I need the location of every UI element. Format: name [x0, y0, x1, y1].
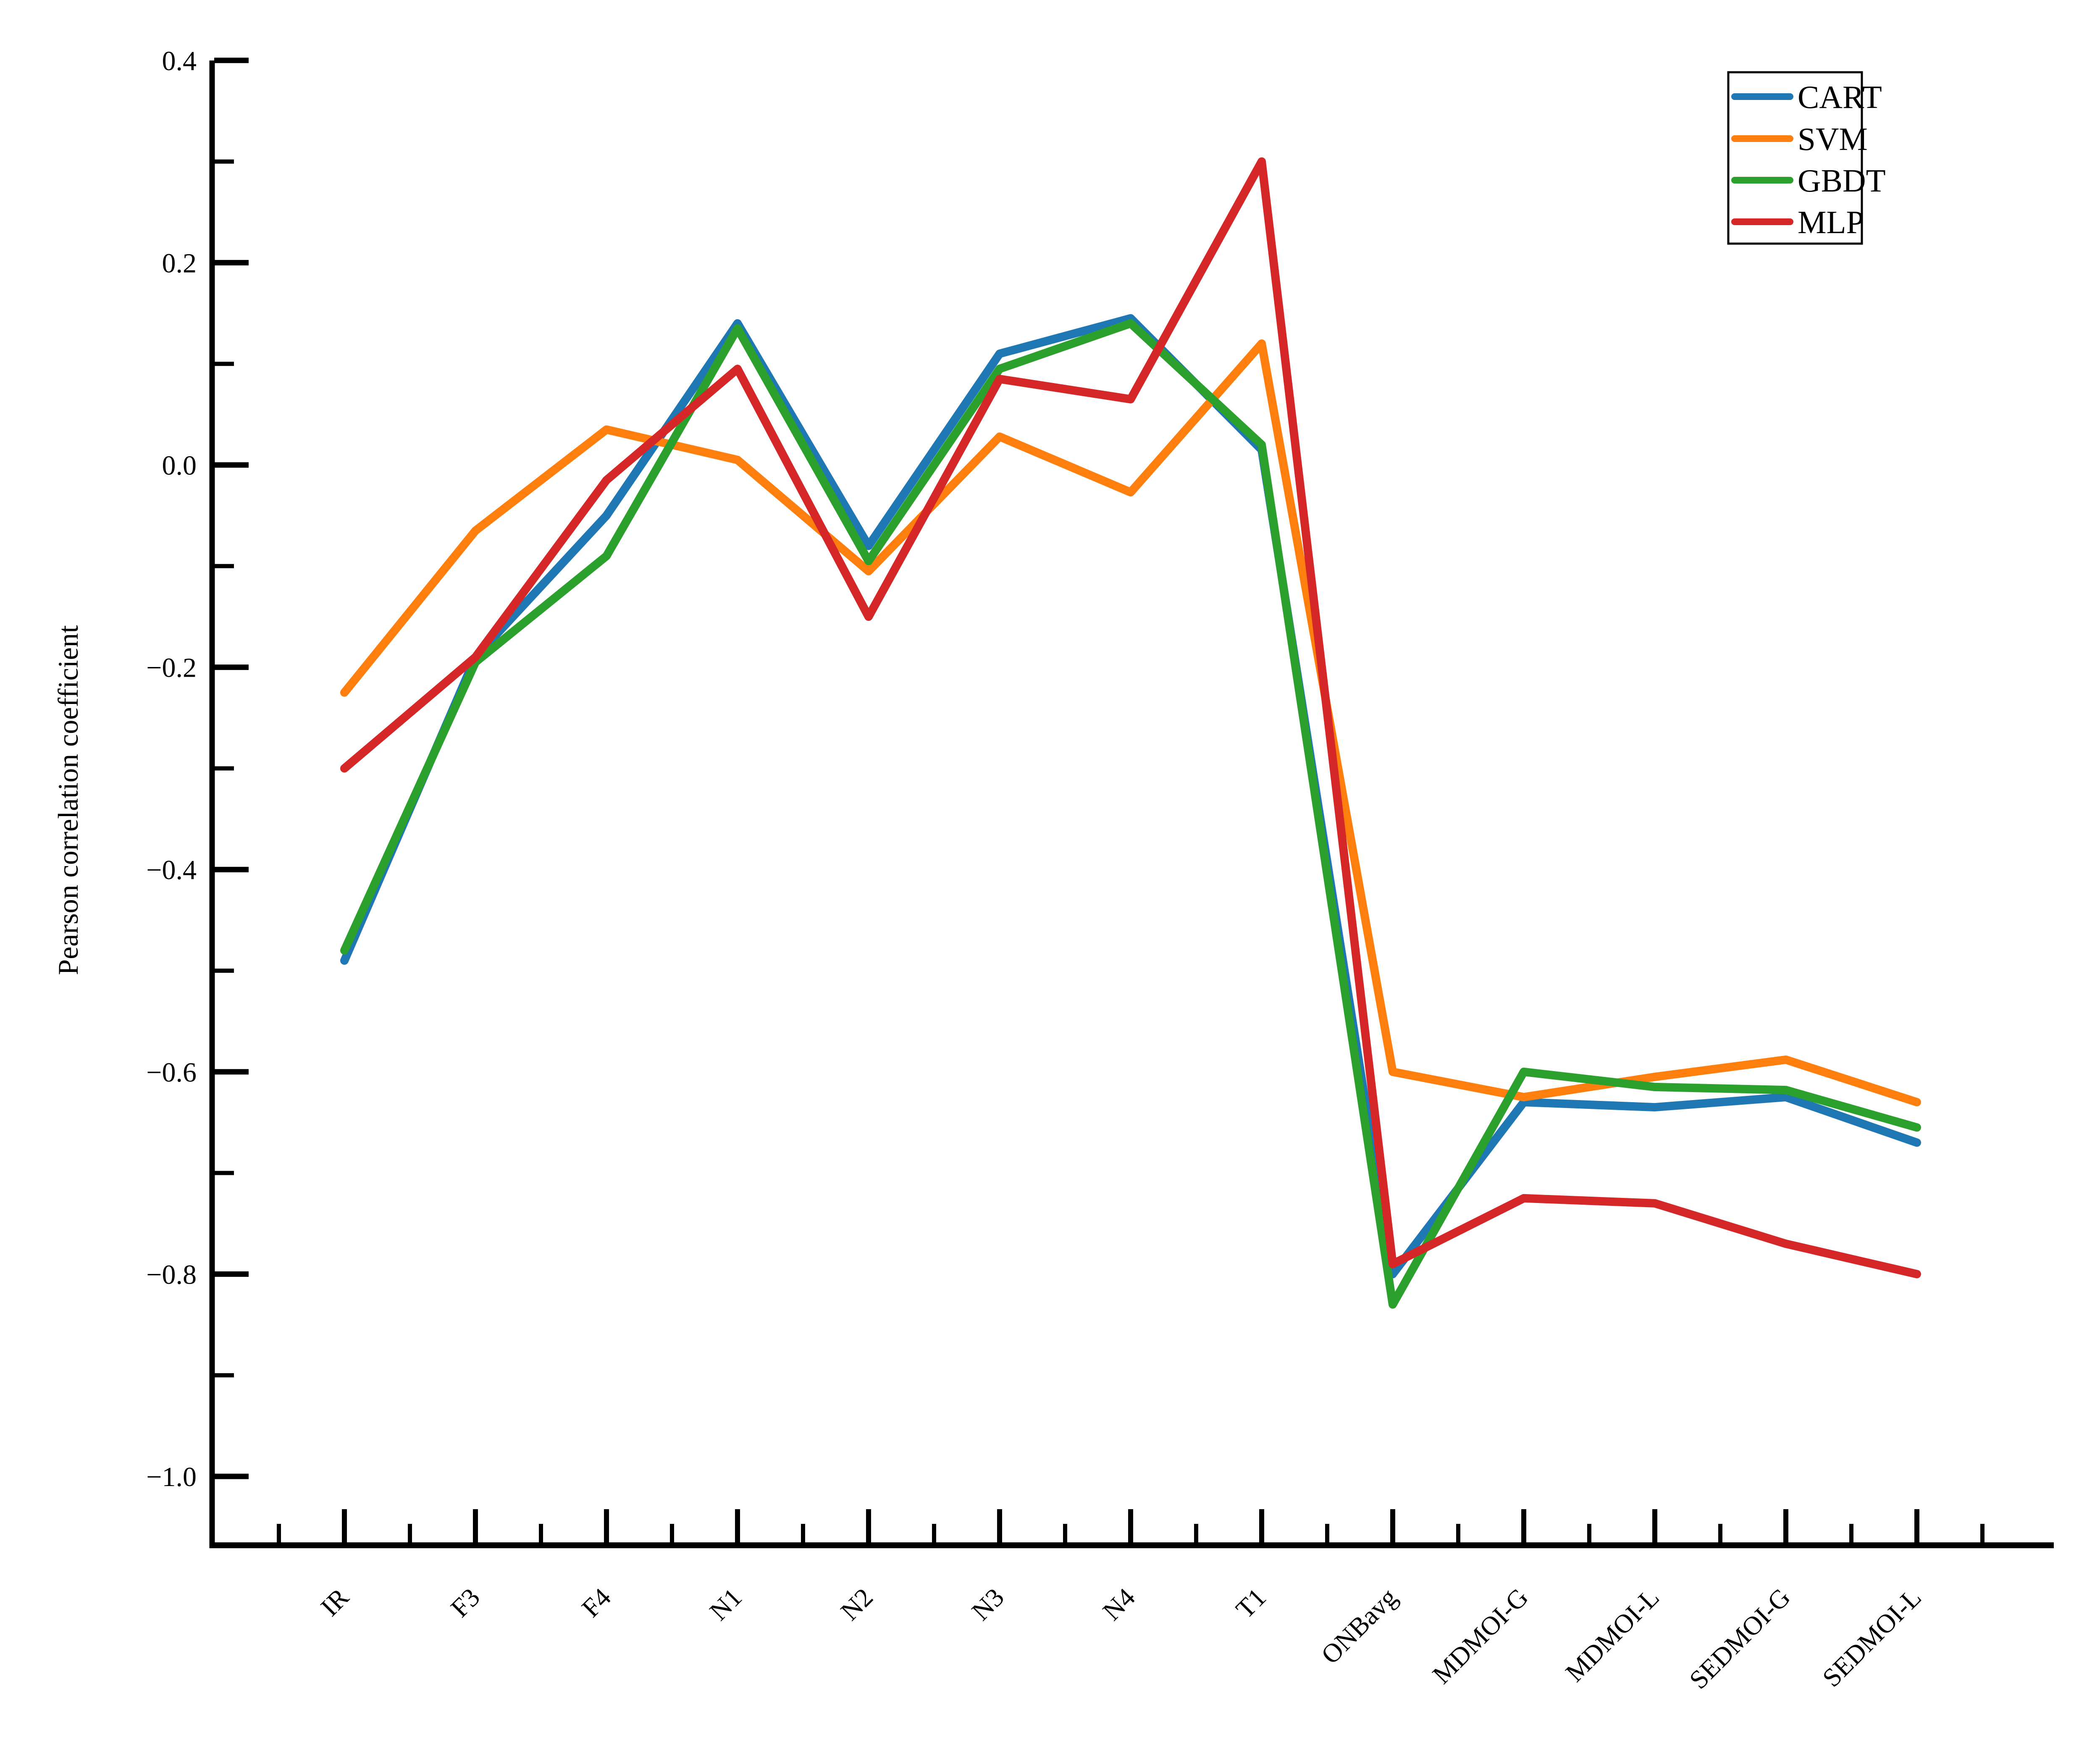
y-tick-labels: 0.4 0.2 0.0 −0.2 −0.4 −0.6 −0.8 −1.0 — [146, 46, 197, 1492]
legend-label-svm: SVM — [1798, 121, 1868, 157]
y-tick-label: 0.2 — [162, 248, 197, 278]
y-tick-label: 0.4 — [162, 46, 197, 76]
y-axis-title: Pearson correlation coefficient — [52, 625, 84, 975]
y-tick-label: −0.6 — [146, 1057, 197, 1088]
x-tick-label: ONBavg — [1315, 1582, 1403, 1670]
x-tick-label: N3 — [966, 1582, 1010, 1626]
x-tick-label: N1 — [704, 1582, 748, 1626]
legend-label-gbdt: GBDT — [1798, 163, 1886, 199]
x-tick-label: N2 — [835, 1582, 879, 1626]
x-tick-label: N4 — [1097, 1582, 1141, 1626]
x-tick-label: F3 — [445, 1582, 486, 1623]
x-tick-label: T1 — [1230, 1582, 1272, 1624]
x-tick-label: SEDMOI-G — [1684, 1582, 1796, 1694]
x-tick-label: F4 — [576, 1582, 617, 1623]
x-tick-label: IR — [315, 1582, 354, 1622]
y-tick-label: −0.2 — [146, 653, 197, 683]
y-tick-label: −0.8 — [146, 1259, 197, 1290]
legend-label-cart: CART — [1798, 79, 1882, 115]
y-tick-label: −1.0 — [146, 1462, 197, 1492]
series-line-mlp — [340, 157, 1921, 1279]
data-series — [340, 157, 1921, 1309]
series-line-gbdt — [340, 319, 1921, 1309]
x-tick-label: MDMOI-G — [1427, 1582, 1534, 1689]
series-line-svm — [340, 339, 1921, 1107]
legend-label-mlp: MLP — [1798, 204, 1864, 240]
legend: CART SVM GBDT MLP — [1727, 71, 1886, 245]
x-tick-labels: IR F3 F4 N1 N2 N3 N4 T1 ONBavg MDMOI-G MDMOI-L SEDM… — [315, 1582, 1927, 1694]
y-tick-label: 0.0 — [162, 450, 197, 481]
y-tick-label: −0.4 — [146, 855, 197, 885]
x-tick-label: SEDMOI-L — [1817, 1582, 1927, 1692]
axes — [209, 58, 2054, 1548]
legend-box — [1727, 71, 1863, 245]
x-tick-label: MDMOI-L — [1560, 1582, 1665, 1687]
series-line-cart — [340, 314, 1921, 1279]
